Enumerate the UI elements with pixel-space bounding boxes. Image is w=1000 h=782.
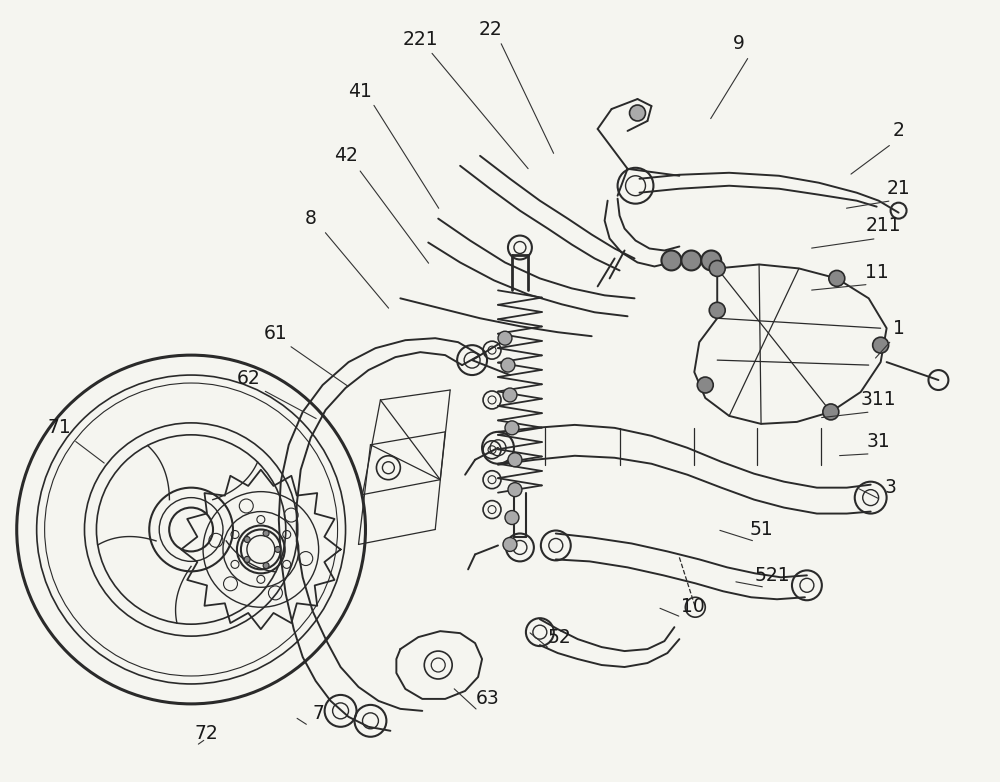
Circle shape — [263, 530, 269, 536]
Circle shape — [505, 421, 519, 435]
Text: 10: 10 — [681, 597, 705, 615]
Text: 11: 11 — [865, 263, 889, 282]
Text: 72: 72 — [194, 724, 218, 743]
Text: 21: 21 — [887, 179, 910, 198]
Text: 52: 52 — [548, 628, 572, 647]
Text: 211: 211 — [866, 216, 901, 235]
Circle shape — [508, 482, 522, 497]
Text: 41: 41 — [349, 81, 372, 101]
Text: 62: 62 — [237, 368, 261, 388]
Circle shape — [263, 562, 269, 569]
Circle shape — [498, 332, 512, 345]
Circle shape — [244, 536, 250, 543]
Circle shape — [275, 547, 281, 552]
Text: 31: 31 — [867, 432, 891, 451]
Circle shape — [681, 250, 701, 271]
Text: 7: 7 — [313, 705, 325, 723]
Text: 8: 8 — [305, 209, 317, 228]
Text: 9: 9 — [733, 34, 745, 52]
Circle shape — [829, 271, 845, 286]
Circle shape — [709, 260, 725, 276]
Text: 51: 51 — [749, 520, 773, 539]
Text: 521: 521 — [754, 566, 790, 585]
Circle shape — [697, 377, 713, 393]
Text: 3: 3 — [885, 478, 897, 497]
Circle shape — [244, 557, 250, 562]
Text: 22: 22 — [478, 20, 502, 39]
Text: 61: 61 — [264, 324, 288, 343]
Circle shape — [701, 250, 721, 271]
Circle shape — [505, 511, 519, 525]
Circle shape — [661, 250, 681, 271]
Circle shape — [823, 404, 839, 420]
Circle shape — [501, 358, 515, 372]
Text: 311: 311 — [861, 390, 896, 410]
Circle shape — [630, 105, 645, 121]
Circle shape — [503, 537, 517, 551]
Text: 42: 42 — [334, 146, 357, 165]
Text: 71: 71 — [48, 418, 71, 437]
Text: 63: 63 — [476, 690, 500, 708]
Circle shape — [503, 388, 517, 402]
Circle shape — [873, 337, 889, 353]
Text: 2: 2 — [893, 121, 905, 141]
Text: 221: 221 — [402, 30, 438, 48]
Circle shape — [508, 453, 522, 467]
Circle shape — [709, 303, 725, 318]
Text: 1: 1 — [893, 319, 905, 338]
